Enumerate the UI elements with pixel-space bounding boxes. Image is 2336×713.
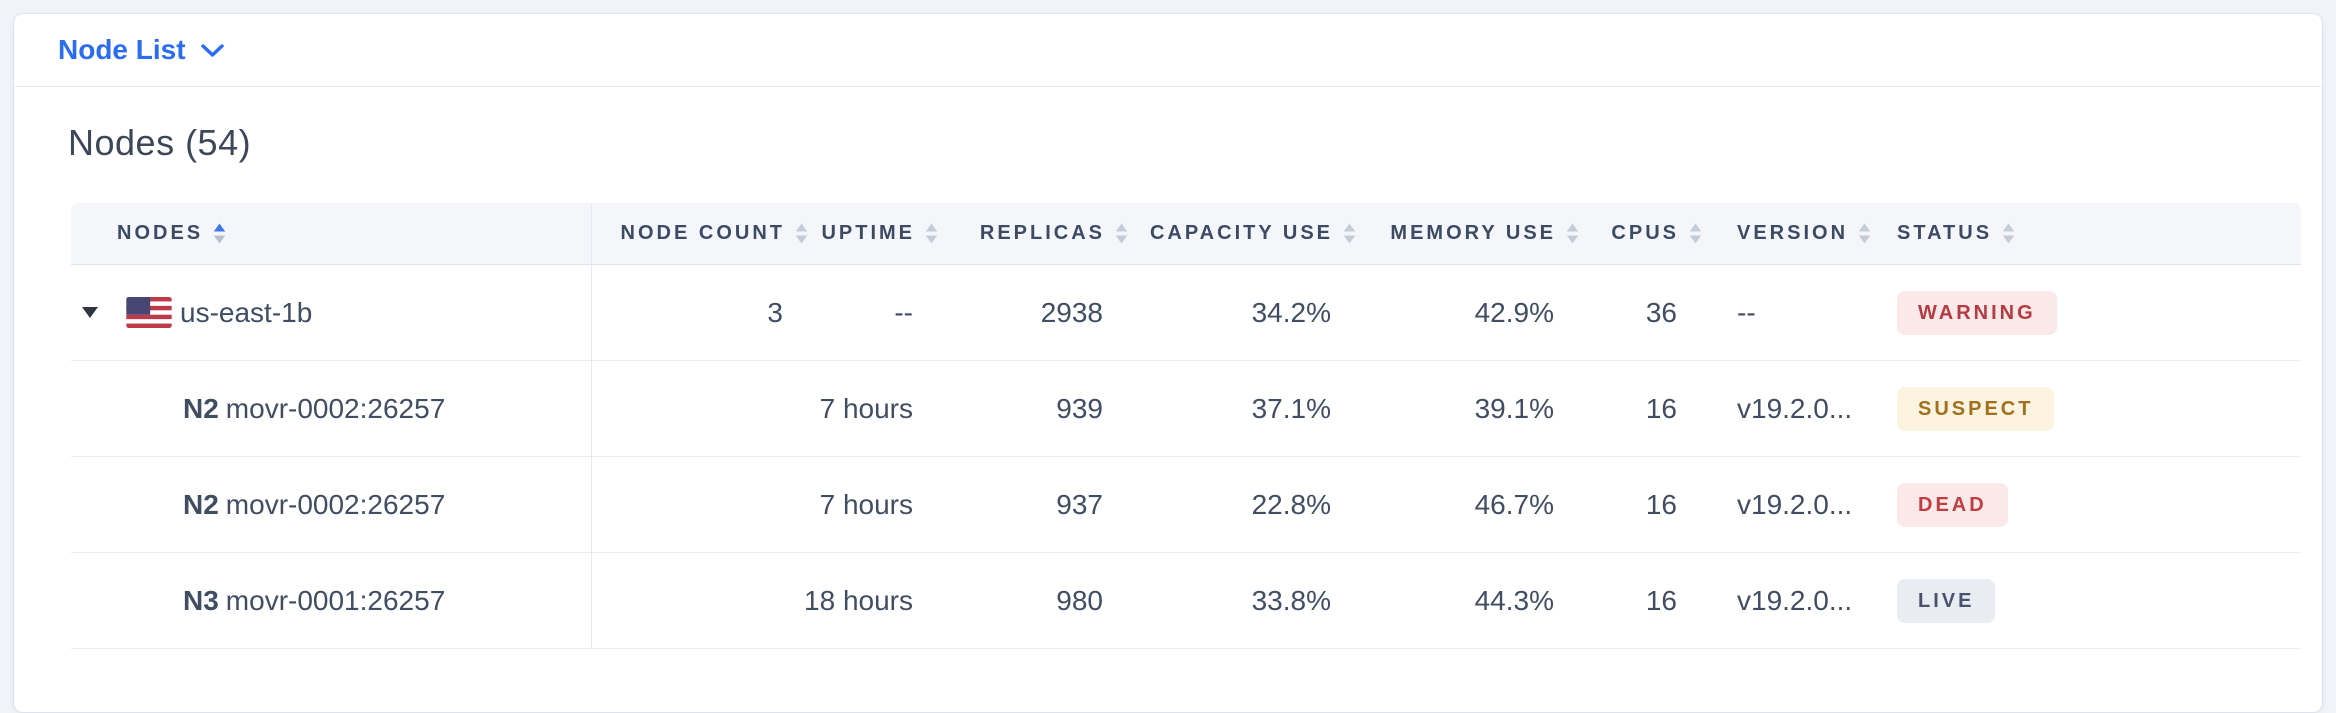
node-id: N2 bbox=[183, 488, 219, 520]
node-address: movr-0002:26257 bbox=[225, 392, 446, 424]
column-header-memory-use[interactable]: MEMORY USE bbox=[1334, 222, 1580, 245]
cpus-value: 36 bbox=[1645, 296, 1677, 328]
node-name-cell[interactable]: N2 movr-0002:26257 bbox=[71, 489, 591, 521]
column-divider bbox=[591, 203, 592, 649]
sort-arrows-icon bbox=[1689, 223, 1702, 244]
card-header: Node List bbox=[14, 14, 2322, 87]
column-header-replicas[interactable]: REPLICAS bbox=[916, 222, 1129, 245]
capacity-use-value: 33.8% bbox=[1251, 584, 1331, 616]
chevron-down-icon bbox=[200, 43, 224, 57]
table-row-node[interactable]: N3 movr-0001:26257 18 hours 980 33.8% 44… bbox=[71, 553, 2301, 649]
region-name: us-east-1b bbox=[180, 296, 313, 328]
us-flag-icon bbox=[126, 297, 172, 328]
version-value: v19.2.0... bbox=[1737, 488, 1853, 520]
sort-arrows-icon bbox=[2002, 223, 2015, 244]
status-cell: WARNING bbox=[1876, 290, 2301, 335]
column-label: STATUS bbox=[1897, 222, 1993, 244]
column-label: VERSION bbox=[1737, 222, 1849, 244]
status-cell: SUSPECT bbox=[1876, 386, 2301, 431]
column-header-capacity-use[interactable]: CAPACITY USE bbox=[1106, 222, 1357, 245]
replicas-value: 980 bbox=[1056, 584, 1103, 616]
version-value: v19.2.0... bbox=[1737, 392, 1853, 424]
uptime-value: 7 hours bbox=[819, 488, 913, 520]
uptime-value: 7 hours bbox=[819, 392, 913, 424]
node-address: movr-0001:26257 bbox=[225, 584, 446, 616]
column-label: CAPACITY USE bbox=[1149, 222, 1333, 244]
node-count-value: 3 bbox=[767, 296, 783, 328]
uptime-value: -- bbox=[894, 296, 913, 328]
status-badge: WARNING bbox=[1897, 290, 2057, 335]
table-row-region[interactable]: us-east-1b 3 -- 2938 34.2% 42.9% 36 -- W… bbox=[71, 265, 2301, 361]
sort-arrows-icon bbox=[1858, 223, 1871, 244]
replicas-value: 939 bbox=[1056, 392, 1103, 424]
node-address: movr-0002:26257 bbox=[225, 488, 446, 520]
column-label: NODE COUNT bbox=[620, 222, 785, 244]
sort-arrows-icon bbox=[1115, 223, 1128, 244]
column-header-cpus[interactable]: CPUS bbox=[1557, 222, 1703, 245]
version-value: -- bbox=[1737, 296, 1756, 328]
status-badge: LIVE bbox=[1897, 578, 1996, 623]
column-header-status[interactable]: STATUS bbox=[1876, 222, 2301, 245]
node-name-cell[interactable]: N2 movr-0002:26257 bbox=[71, 393, 591, 425]
region-cell: us-east-1b bbox=[71, 297, 591, 329]
sort-arrows-icon bbox=[795, 223, 808, 244]
node-name-cell[interactable]: N3 movr-0001:26257 bbox=[71, 585, 591, 617]
cpus-value: 16 bbox=[1645, 488, 1677, 520]
table-row-node[interactable]: N2 movr-0002:26257 7 hours 937 22.8% 46.… bbox=[71, 457, 2301, 553]
page-title: Nodes (54) bbox=[68, 122, 252, 163]
column-label: NODES bbox=[117, 222, 204, 244]
replicas-value: 937 bbox=[1056, 488, 1103, 520]
sort-arrows-icon bbox=[925, 223, 938, 244]
sort-arrows-icon bbox=[213, 223, 226, 244]
memory-use-value: 42.9% bbox=[1474, 296, 1554, 328]
capacity-use-value: 34.2% bbox=[1251, 296, 1331, 328]
node-list-dropdown[interactable]: Node List bbox=[58, 34, 225, 66]
column-header-uptime[interactable]: UPTIME bbox=[786, 222, 939, 245]
column-header-nodes[interactable]: NODES bbox=[71, 222, 591, 245]
cpus-value: 16 bbox=[1645, 584, 1677, 616]
memory-use-value: 46.7% bbox=[1474, 488, 1554, 520]
sort-arrows-icon bbox=[1343, 223, 1356, 244]
column-label: UPTIME bbox=[821, 222, 915, 244]
column-label: REPLICAS bbox=[979, 222, 1105, 244]
memory-use-value: 44.3% bbox=[1474, 584, 1554, 616]
column-label: MEMORY USE bbox=[1390, 222, 1556, 244]
column-label: CPUS bbox=[1611, 222, 1679, 244]
replicas-value: 2938 bbox=[1040, 296, 1103, 328]
triangle-down-icon[interactable] bbox=[82, 307, 98, 318]
status-cell: DEAD bbox=[1876, 482, 2301, 527]
memory-use-value: 39.1% bbox=[1474, 392, 1554, 424]
nodes-table: NODES NODE COUNT UPTIME REPLICAS CAPACIT… bbox=[71, 203, 2301, 649]
table-row-node[interactable]: N2 movr-0002:26257 7 hours 939 37.1% 39.… bbox=[71, 361, 2301, 457]
status-badge: SUSPECT bbox=[1897, 386, 2055, 431]
capacity-use-value: 37.1% bbox=[1251, 392, 1331, 424]
cpus-value: 16 bbox=[1645, 392, 1677, 424]
status-cell: LIVE bbox=[1876, 578, 2301, 623]
capacity-use-value: 22.8% bbox=[1251, 488, 1331, 520]
table-header-row: NODES NODE COUNT UPTIME REPLICAS CAPACIT… bbox=[71, 203, 2301, 265]
node-list-dropdown-label: Node List bbox=[58, 34, 186, 65]
node-id: N3 bbox=[183, 584, 219, 616]
uptime-value: 18 hours bbox=[804, 584, 913, 616]
status-badge: DEAD bbox=[1897, 482, 2008, 527]
version-value: v19.2.0... bbox=[1737, 584, 1853, 616]
node-id: N2 bbox=[183, 392, 219, 424]
column-header-node-count[interactable]: NODE COUNT bbox=[591, 222, 809, 245]
node-list-card: Node List Nodes (54) NODES NODE COUNT UP… bbox=[13, 13, 2323, 713]
column-header-version[interactable]: VERSION bbox=[1680, 222, 1876, 245]
sort-arrows-icon bbox=[1566, 223, 1579, 244]
